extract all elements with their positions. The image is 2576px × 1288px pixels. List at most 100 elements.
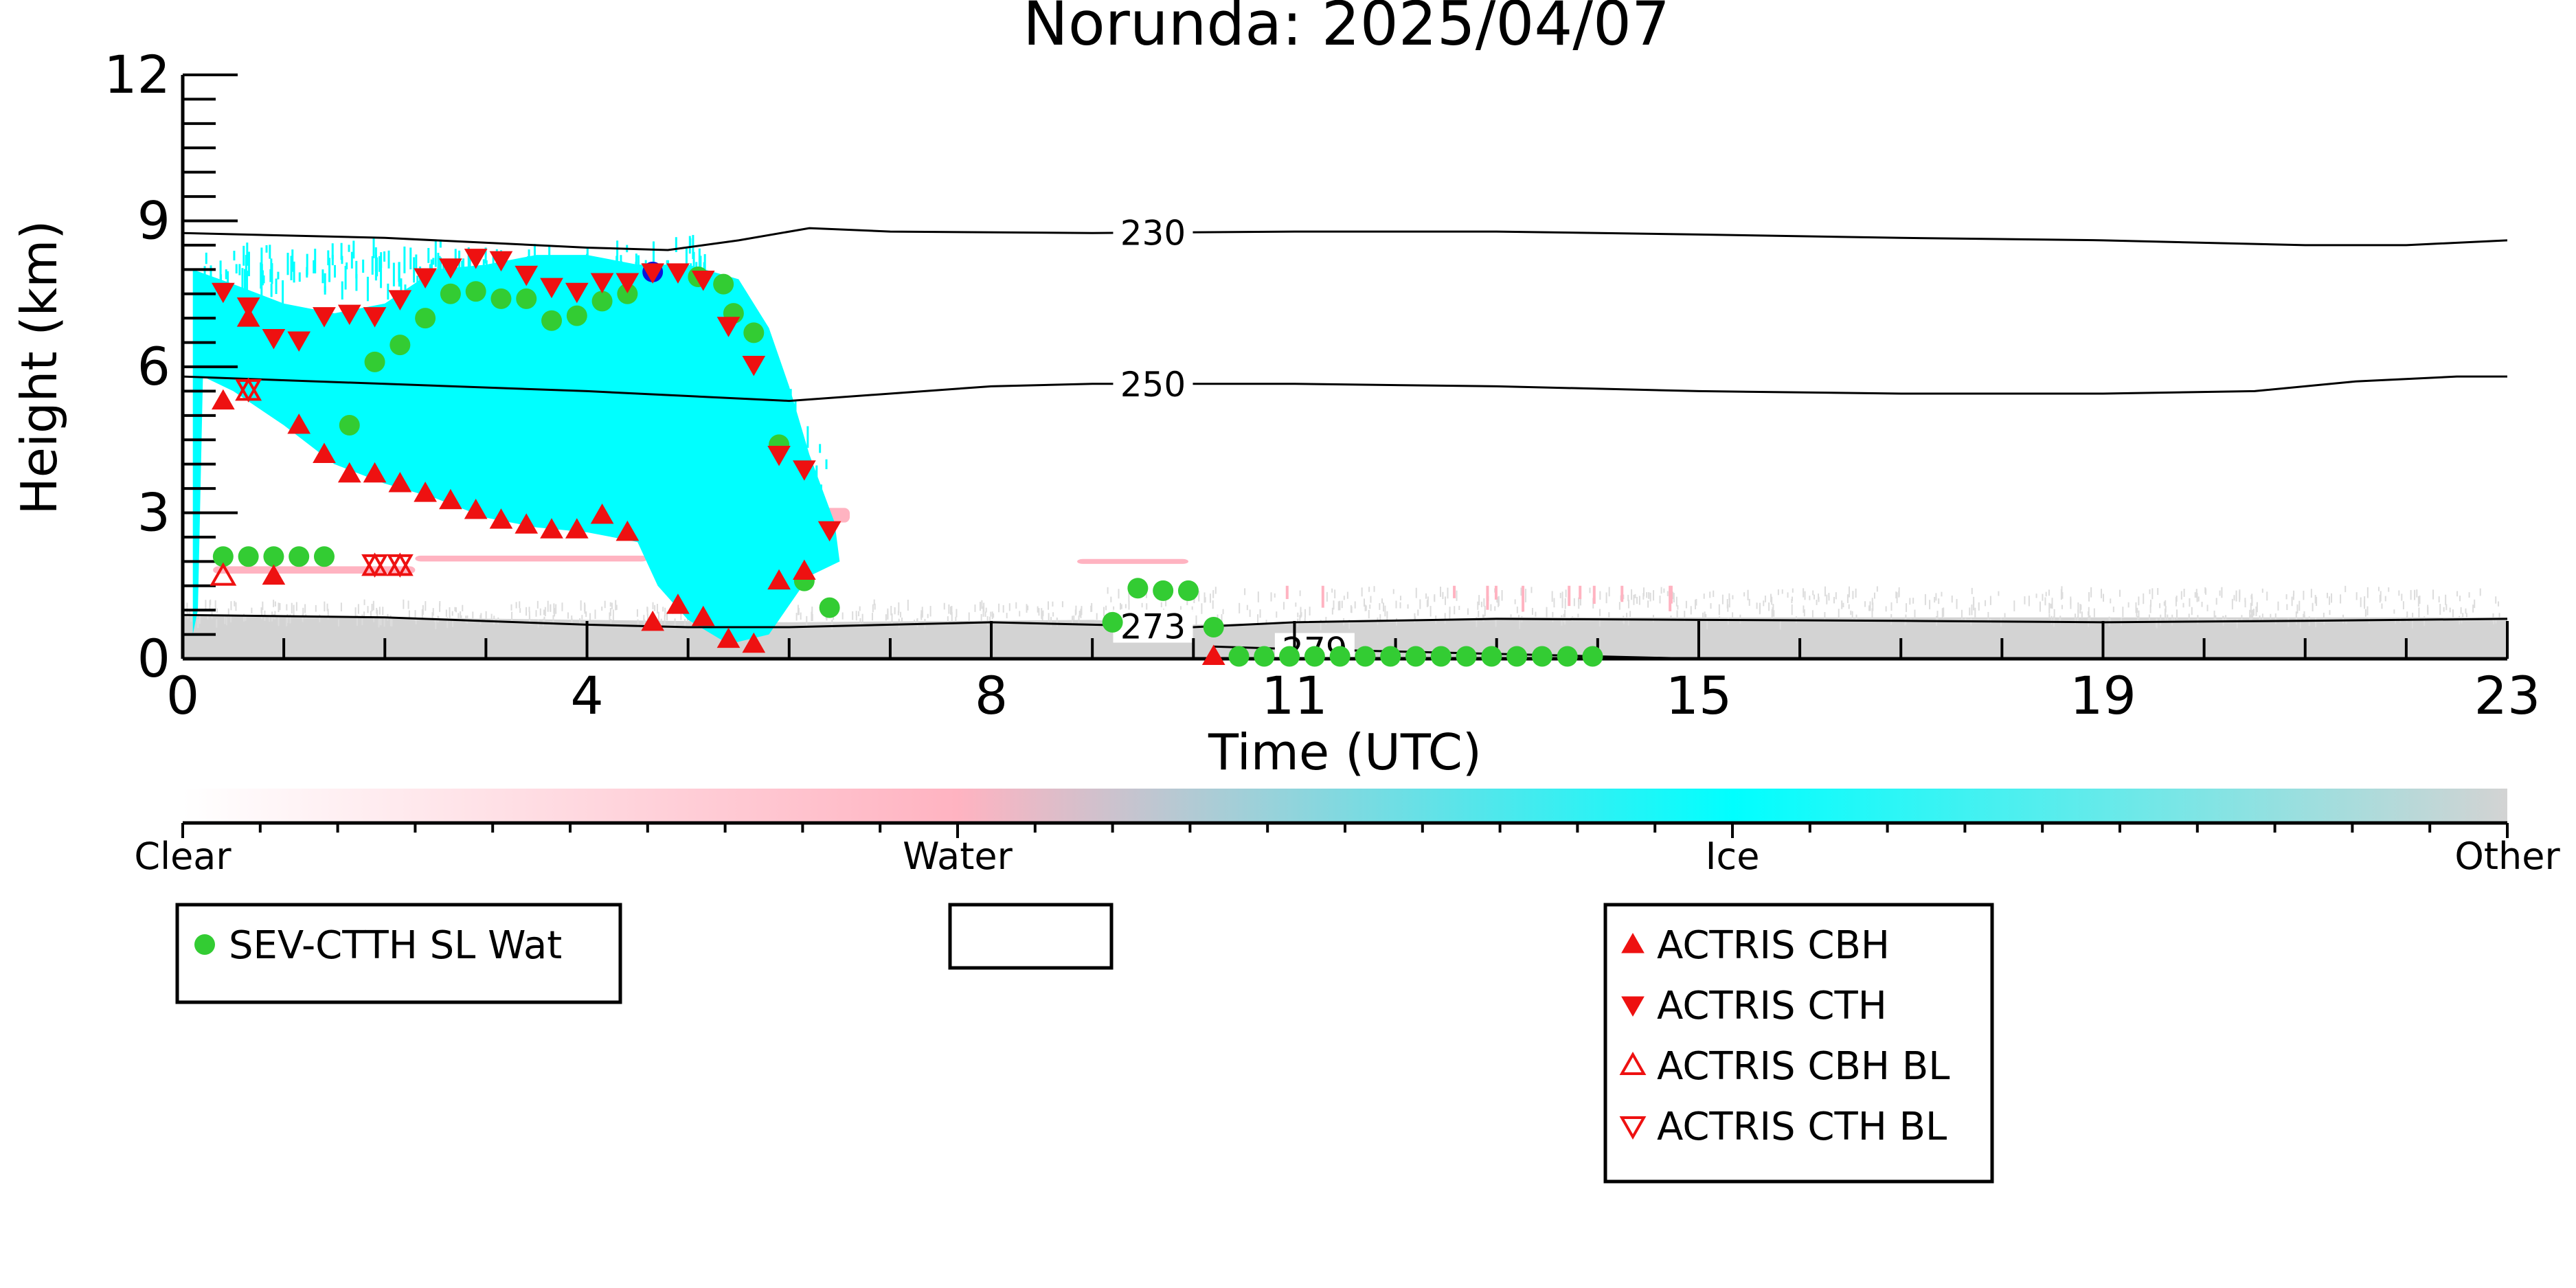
other-speck (2176, 596, 2178, 602)
other-speck (1828, 593, 1830, 598)
other-speck (544, 607, 546, 616)
other-speck (2380, 591, 2382, 602)
other-speck (858, 611, 860, 617)
other-speck (515, 602, 517, 609)
marker-triangle-down (716, 317, 741, 337)
ice-streak (772, 364, 775, 387)
other-speck (1052, 601, 1054, 607)
legend-marker (1621, 996, 1645, 1017)
other-speck (1414, 613, 1416, 623)
other-speck (251, 607, 253, 613)
marker-triangle-down (540, 278, 563, 299)
other-speck (2183, 589, 2185, 597)
other-speck (1246, 605, 1248, 611)
other-speck (984, 611, 986, 617)
marker-triangle-down (515, 265, 539, 286)
other-speck (1445, 596, 1447, 605)
other-speck (373, 618, 375, 622)
other-speck (1850, 610, 1852, 615)
marker-triangle-up (716, 627, 741, 648)
ice-streak (789, 389, 792, 410)
other-speck (1599, 609, 1601, 616)
other-speck (1026, 604, 1028, 613)
other-speck (2176, 609, 2178, 620)
other-speck (2103, 594, 2105, 602)
other-speck (1531, 607, 1533, 615)
other-speck (1623, 594, 1625, 600)
other-speck (449, 607, 451, 617)
other-speck (1191, 606, 1193, 612)
other-speck (612, 609, 614, 621)
marker-circle (1456, 646, 1477, 667)
ice-streak (586, 247, 589, 258)
legend-box (175, 903, 622, 1004)
other-speck (1705, 613, 1707, 620)
other-speck (2360, 597, 2362, 607)
other-speck (2173, 618, 2176, 623)
other-speck (664, 607, 666, 617)
other-speck (2381, 603, 2383, 609)
marker-triangle-down (211, 282, 235, 304)
y-tick-label: 0 (137, 628, 170, 689)
ice-streak (262, 275, 265, 284)
ice-streak (372, 238, 375, 258)
other-speck (901, 618, 903, 622)
other-speck (2255, 606, 2257, 616)
ice-streak (355, 260, 358, 279)
other-speck (1814, 594, 1816, 600)
other-speck (543, 616, 545, 622)
other-speck (1727, 618, 1729, 625)
other-speck (2197, 615, 2199, 624)
other-speck (2462, 613, 2464, 618)
ice-streak (380, 252, 383, 269)
other-speck (1530, 587, 1533, 594)
other-speck (1128, 601, 1130, 611)
other-speck (1634, 594, 1636, 599)
marker-triangle-up (388, 471, 412, 493)
other-speck (1718, 604, 1720, 615)
other-speck (245, 615, 247, 621)
other-speck (1653, 590, 1655, 601)
other-speck (2035, 594, 2037, 598)
other-speck (2256, 602, 2258, 613)
other-speck (2329, 610, 2331, 615)
other-speck (1629, 611, 1631, 617)
other-speck (1221, 614, 1223, 623)
other-speck (916, 618, 918, 628)
other-speck (2443, 607, 2445, 612)
other-speck (472, 611, 474, 620)
other-speck (1824, 611, 1826, 621)
ice-streak (290, 256, 293, 280)
other-speck (2498, 613, 2500, 618)
other-speck (1771, 609, 1773, 619)
other-speck (389, 615, 392, 624)
ice-streak (799, 438, 802, 455)
other-speck (800, 612, 802, 620)
other-speck (2252, 609, 2255, 616)
y-tick-label: 3 (137, 482, 170, 543)
ice-streak (570, 268, 573, 287)
ice-streak (416, 275, 419, 290)
other-speck (2028, 596, 2030, 607)
other-speck (1564, 601, 1566, 609)
marker-triangle-up-open (210, 562, 237, 586)
other-speck (1702, 612, 1704, 618)
other-speck (1201, 603, 1203, 614)
ice-streak (321, 269, 324, 284)
other-speck (435, 619, 437, 629)
x-tick-label: 15 (1666, 665, 1732, 726)
other-speck (302, 614, 304, 622)
marker-triangle-down (565, 282, 589, 304)
other-speck (1331, 607, 1333, 615)
other-speck (604, 600, 606, 609)
other-speck (1848, 586, 1850, 598)
other-speck (1818, 594, 1820, 600)
other-speck (2048, 613, 2050, 619)
other-speck (2244, 600, 2246, 608)
ice-streak (604, 264, 607, 280)
other-speck (1842, 602, 1844, 607)
other-speck (898, 602, 900, 613)
other-speck (2149, 605, 2151, 613)
other-speck (327, 609, 329, 620)
ice-streak (585, 254, 588, 281)
